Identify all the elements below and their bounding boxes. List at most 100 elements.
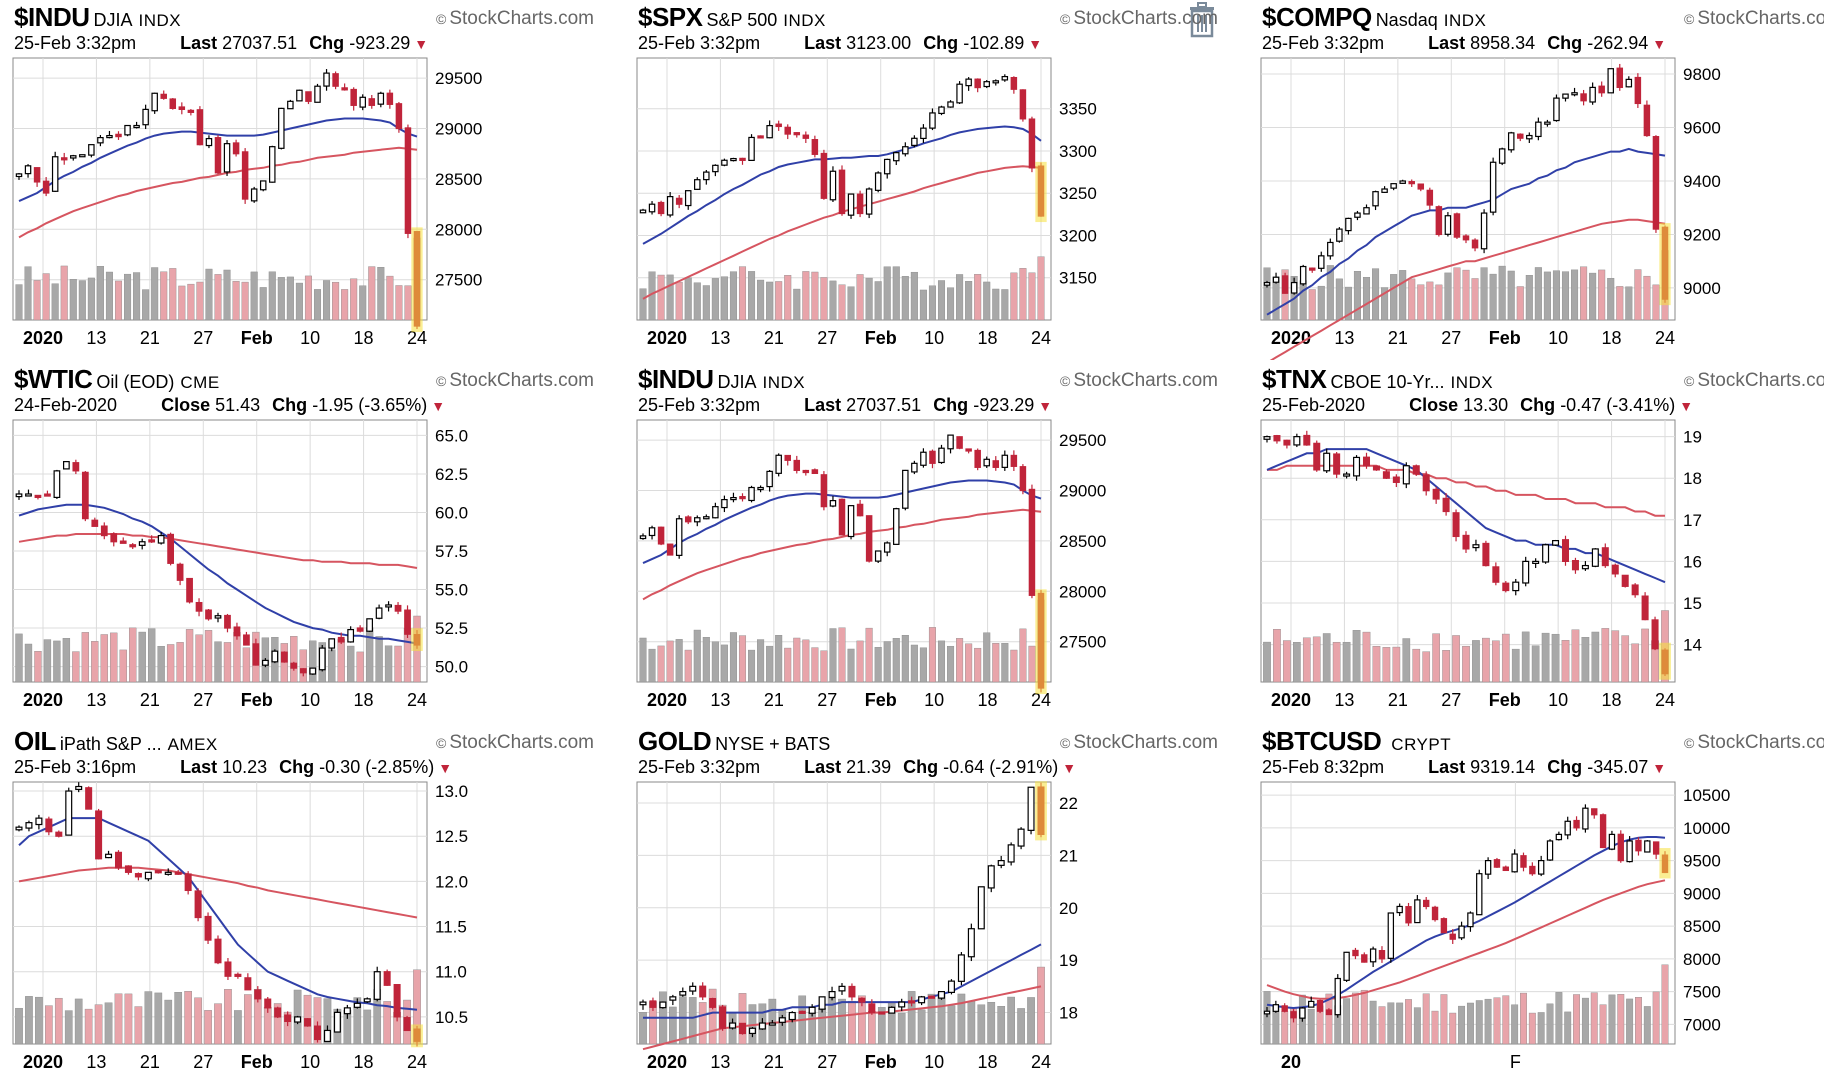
candlestick <box>983 456 990 468</box>
volume-bar <box>858 995 866 1045</box>
candlestick <box>341 83 348 91</box>
change-label: Chg <box>279 757 315 777</box>
volume-bar <box>1432 633 1440 683</box>
volume-bar <box>1019 628 1027 683</box>
x-tick-label: 2020 <box>647 1052 687 1072</box>
candlestick <box>820 471 828 511</box>
candlestick <box>129 543 137 550</box>
symbol-label: $TNX <box>1262 364 1327 394</box>
volume-bar <box>910 644 918 683</box>
volume-bar <box>241 281 249 321</box>
candlestick <box>1361 952 1368 963</box>
candlestick <box>44 490 51 497</box>
price-chart: 20 F 10500 10000 9500 9000 8500 8000 7500 7000 <box>1260 781 1730 1072</box>
chart-panel[interactable]: $INDU DJIA INDX © StockCharts.com 25-Feb 3:… <box>624 362 1232 722</box>
volume-bar <box>757 279 765 321</box>
quote-line: 25-Feb 3:16pm Last 10.23 Chg -0.30 (-2.85%… <box>14 757 594 781</box>
x-tick-label: 10 <box>300 328 320 348</box>
volume-bar <box>947 645 955 683</box>
x-tick-label: Feb <box>1489 690 1521 710</box>
change-label: Chg <box>309 33 345 53</box>
quote-line: 25-Feb 3:32pm Last 8958.34 Chg -262.94 ▼ <box>1262 33 1824 57</box>
volume-bar <box>748 649 756 683</box>
quote-line: 25-Feb 8:32pm Last 9319.14 Chg -345.07 ▼ <box>1262 757 1824 781</box>
candlestick <box>1019 89 1027 122</box>
volume-bar <box>1480 267 1488 321</box>
y-tick-label: 17 <box>1683 511 1702 530</box>
quote-line: 25-Feb 3:32pm Last 27037.51 Chg -923.29 ▼ <box>638 395 1218 419</box>
dropdown-triangle-icon[interactable]: ▼ <box>414 36 429 52</box>
chart-panel[interactable]: $BTCUSD CRYPT ©StockCharts.com 25-Feb 8:3… <box>1248 724 1824 1084</box>
quote-label: Last <box>804 33 842 53</box>
candlestick <box>223 140 231 176</box>
chart-panel[interactable]: $WTIC Oil (EOD) CME © StockCharts.com 24-Fe… <box>0 362 608 722</box>
candlestick <box>1626 836 1633 863</box>
dropdown-triangle-icon[interactable]: ▼ <box>1652 36 1667 52</box>
dropdown-triangle-icon[interactable]: ▼ <box>1652 760 1667 776</box>
candlestick <box>1635 837 1642 856</box>
x-tick-label: Feb <box>865 328 897 348</box>
candlestick <box>343 1004 351 1019</box>
dropdown-triangle-icon[interactable]: ▼ <box>1028 36 1043 52</box>
chart-panel[interactable]: OIL iPath S&P ... AMEX © StockCharts.com 25… <box>0 724 608 1084</box>
candlestick <box>956 81 963 104</box>
candlestick <box>234 972 242 979</box>
volume-bar <box>1332 641 1341 683</box>
x-tick-label: 27 <box>193 328 213 348</box>
candlestick <box>15 825 23 832</box>
volume-bar <box>937 280 946 321</box>
dropdown-triangle-icon[interactable]: ▼ <box>1062 760 1077 776</box>
dropdown-triangle-icon[interactable]: ▼ <box>431 398 446 414</box>
volume-bar <box>84 1008 93 1045</box>
volume-bar <box>820 650 828 683</box>
volume-bar <box>174 992 183 1045</box>
volume-bar <box>377 267 385 321</box>
chart-panel[interactable]: $INDU DJIA INDX © StockCharts.com 25-Feb 3:… <box>0 0 608 360</box>
volume-bar <box>1302 637 1311 683</box>
chart-panel[interactable]: GOLD NYSE + BATS © StockCharts.com 25-Feb … <box>624 724 1232 1084</box>
volume-bar <box>669 1006 677 1045</box>
candlestick <box>1308 267 1316 273</box>
chart-panel[interactable]: $SPX S&P 500 INDX © StockCharts.com 25-Feb … <box>624 0 1232 360</box>
volume-bar <box>15 284 23 321</box>
volume-bar <box>1551 633 1560 683</box>
x-tick-label: 10 <box>300 1052 320 1072</box>
candlestick <box>1408 179 1415 187</box>
candlestick <box>151 92 158 114</box>
volume-bar <box>133 272 141 321</box>
x-tick-label: 27 <box>817 328 837 348</box>
volume-bar <box>110 632 118 683</box>
x-tick-label: 10 <box>1548 690 1568 710</box>
volume-bar <box>42 273 50 321</box>
candlestick <box>368 94 376 109</box>
panel-header: $INDU DJIA INDX © StockCharts.com <box>14 2 594 32</box>
x-tick-label: 21 <box>140 328 160 348</box>
panel-header: OIL iPath S&P ... AMEX © StockCharts.com <box>14 726 594 756</box>
candlestick <box>1512 578 1520 596</box>
candlestick <box>1281 1003 1288 1013</box>
dropdown-triangle-icon[interactable]: ▼ <box>438 760 453 776</box>
candlestick <box>1363 204 1370 215</box>
volume-bar <box>94 1004 103 1045</box>
volume-bar <box>1028 645 1036 683</box>
candlestick <box>1589 82 1596 105</box>
trash-icon[interactable] <box>1186 2 1218 38</box>
volume-bar <box>738 266 747 321</box>
candlestick <box>847 193 855 219</box>
quote-label: Last <box>804 395 842 415</box>
volume-bar <box>793 637 801 683</box>
change-value: -923.29 <box>973 395 1035 415</box>
volume-bar <box>24 643 33 683</box>
candlestick <box>639 533 647 540</box>
dropdown-triangle-icon[interactable]: ▼ <box>1679 398 1694 414</box>
dropdown-triangle-icon[interactable]: ▼ <box>1038 398 1053 414</box>
change-label: Chg <box>272 395 308 415</box>
exchange-label: INDX <box>1443 11 1487 30</box>
candlestick <box>768 1019 776 1026</box>
volume-bar <box>15 633 23 683</box>
quote-label: Last <box>1428 33 1466 53</box>
candlestick <box>269 145 276 183</box>
candlestick <box>1426 187 1434 210</box>
